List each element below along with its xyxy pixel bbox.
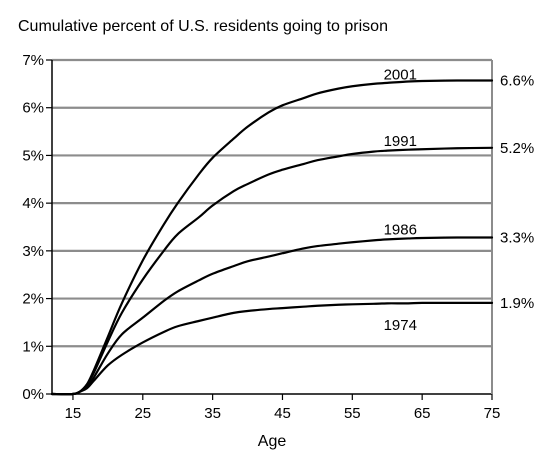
x-tick-label-25: 25	[134, 405, 151, 422]
x-tick-label-35: 35	[204, 405, 221, 422]
series-labels: 2001 6.6% 1991 5.2% 1986 3.3% 1974 1.9%	[384, 66, 535, 334]
series-line-1974	[50, 301, 494, 396]
y-tick-label-6: 6%	[22, 100, 44, 117]
x-axis-label: Age	[258, 433, 287, 450]
series-lines	[50, 79, 494, 396]
end-label-2001: 6.6%	[500, 73, 534, 90]
series-line-1986	[50, 236, 494, 396]
end-label-1986: 3.3%	[500, 229, 534, 246]
y-tick-label-1: 1%	[22, 338, 44, 355]
x-tick-label-55: 55	[344, 405, 361, 422]
x-tick-label-45: 45	[274, 405, 291, 422]
series-line-1991	[50, 146, 494, 396]
series-label-1974: 1974	[384, 317, 417, 334]
series-label-1991: 1991	[384, 133, 417, 150]
x-tick-label-65: 65	[414, 405, 431, 422]
y-tick-label-2: 2%	[22, 291, 44, 308]
end-label-1991: 5.2%	[500, 140, 534, 157]
y-tick-label-5: 5%	[22, 147, 44, 164]
y-tick-label-0: 0%	[22, 386, 44, 403]
y-tick-label-4: 4%	[22, 195, 44, 212]
chart-title: Cumulative percent of U.S. residents goi…	[18, 18, 388, 35]
series-label-2001: 2001	[384, 66, 417, 83]
y-tick-label-7: 7%	[22, 52, 44, 69]
axes: 0% 1% 2% 3% 4% 5% 6% 7% 15 25 35 45 55 65 75	[22, 52, 500, 422]
x-tick-label-75: 75	[484, 405, 501, 422]
series-label-1986: 1986	[384, 221, 417, 238]
gridlines	[52, 58, 492, 348]
y-tick-label-3: 3%	[22, 243, 44, 260]
end-label-1974: 1.9%	[500, 295, 534, 312]
x-tick-label-15: 15	[65, 405, 82, 422]
